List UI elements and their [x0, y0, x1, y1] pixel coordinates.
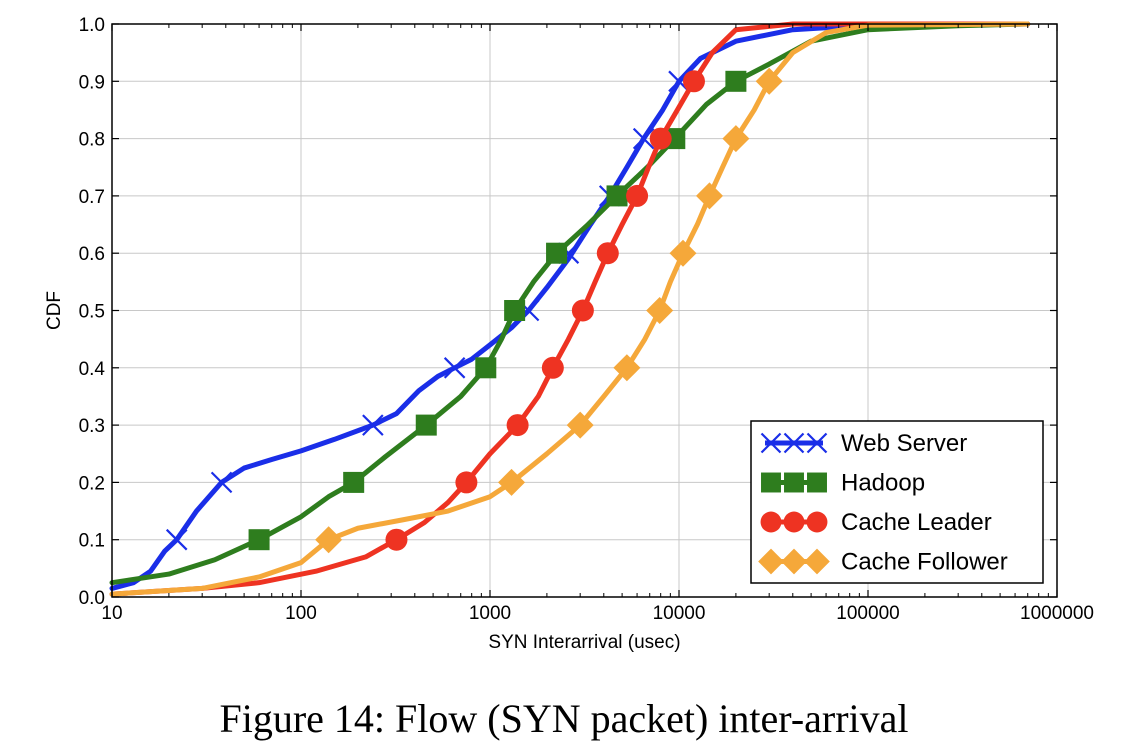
- legend-marker: [784, 472, 804, 493]
- x-tick-label: 10: [101, 603, 122, 624]
- y-tick-label: 0.9: [79, 72, 105, 93]
- legend-label: Hadoop: [841, 470, 925, 497]
- series-line: [109, 21, 1031, 586]
- y-tick-label: 0.7: [79, 187, 105, 208]
- series-layer: [109, 21, 1031, 597]
- data-point: [315, 526, 343, 554]
- series-hadoop: [109, 21, 1031, 586]
- data-point: [682, 70, 705, 93]
- y-tick-label: 0.2: [79, 473, 105, 494]
- data-point: [613, 354, 641, 382]
- legend-marker: [807, 472, 827, 493]
- data-point: [385, 528, 408, 551]
- legend-marker: [760, 432, 782, 454]
- data-point: [210, 471, 233, 494]
- legend-entry: Cache Leader: [760, 509, 992, 536]
- data-point: [566, 411, 594, 439]
- data-point: [649, 127, 672, 150]
- x-tick-label: 1000000: [1020, 603, 1094, 624]
- data-point: [755, 67, 783, 95]
- data-point: [498, 468, 526, 496]
- series-cache-follower: [109, 21, 1031, 597]
- data-point: [725, 70, 747, 92]
- data-point: [571, 299, 594, 322]
- data-point: [722, 125, 750, 153]
- data-point: [443, 357, 466, 379]
- y-tick-label: 0.6: [79, 244, 105, 265]
- y-tick-label: 0.8: [79, 130, 105, 151]
- legend-marker: [806, 511, 828, 533]
- series-line: [109, 21, 1031, 597]
- data-point: [695, 182, 723, 210]
- cdf-chart: 10 100 1000 10000 100000 1000000 0.0 0.1 0.2 0.3 0…: [44, 15, 1094, 653]
- data-point: [475, 357, 497, 379]
- x-tick-label: 100000: [836, 603, 899, 624]
- legend-label: Cache Follower: [841, 549, 1008, 576]
- x-axis-title: SYN Interarrival (usec): [488, 632, 680, 653]
- figure-caption: Figure 14: Flow (SYN packet) inter-arriv…: [219, 696, 909, 741]
- y-axis-title: CDF: [44, 291, 65, 330]
- legend-marker: [760, 511, 782, 533]
- series-line: [109, 21, 1031, 591]
- data-point: [415, 414, 437, 436]
- series-line: [109, 21, 1031, 597]
- axis-ticks: 10 100 1000 10000 100000 1000000 0.0 0.1 0.2 0.3 0…: [79, 15, 1094, 624]
- y-tick-label: 0.4: [79, 359, 106, 380]
- data-point: [504, 300, 526, 321]
- data-point: [165, 528, 188, 551]
- legend-marker: [758, 548, 784, 575]
- data-point: [646, 297, 674, 324]
- legend-label: Web Server: [841, 430, 967, 457]
- data-point: [546, 242, 568, 264]
- data-point: [541, 356, 564, 379]
- legend-marker: [783, 432, 805, 454]
- series-cache-leader: [109, 21, 1031, 597]
- y-tick-label: 0.1: [79, 531, 105, 552]
- data-point: [455, 471, 478, 494]
- x-tick-label: 10000: [653, 603, 706, 624]
- data-point: [606, 185, 628, 207]
- legend-marker: [806, 432, 828, 454]
- y-tick-label: 0.0: [79, 588, 105, 609]
- data-point: [506, 414, 529, 437]
- x-tick-label: 100: [285, 603, 317, 624]
- y-tick-label: 0.3: [79, 416, 105, 437]
- data-point: [626, 184, 649, 207]
- data-point: [669, 239, 697, 267]
- data-point: [343, 471, 365, 493]
- legend-label: Cache Leader: [841, 509, 992, 536]
- x-tick-label: 1000: [469, 603, 511, 624]
- legend-marker: [761, 472, 781, 493]
- legend-entry: Web Server: [760, 430, 967, 457]
- legend-entry: Hadoop: [761, 470, 925, 497]
- y-tick-label: 1.0: [79, 15, 105, 36]
- data-point: [632, 127, 655, 150]
- legend: Web Server Hadoop Cache Leader Cache Follow…: [750, 420, 1044, 584]
- legend-marker: [783, 511, 805, 533]
- legend-marker: [804, 548, 830, 575]
- data-point: [362, 414, 384, 436]
- data-point: [248, 529, 270, 551]
- y-tick-label: 0.5: [79, 302, 105, 323]
- legend-marker: [781, 548, 807, 575]
- data-point: [596, 242, 619, 265]
- legend-entry: Cache Follower: [758, 549, 1008, 576]
